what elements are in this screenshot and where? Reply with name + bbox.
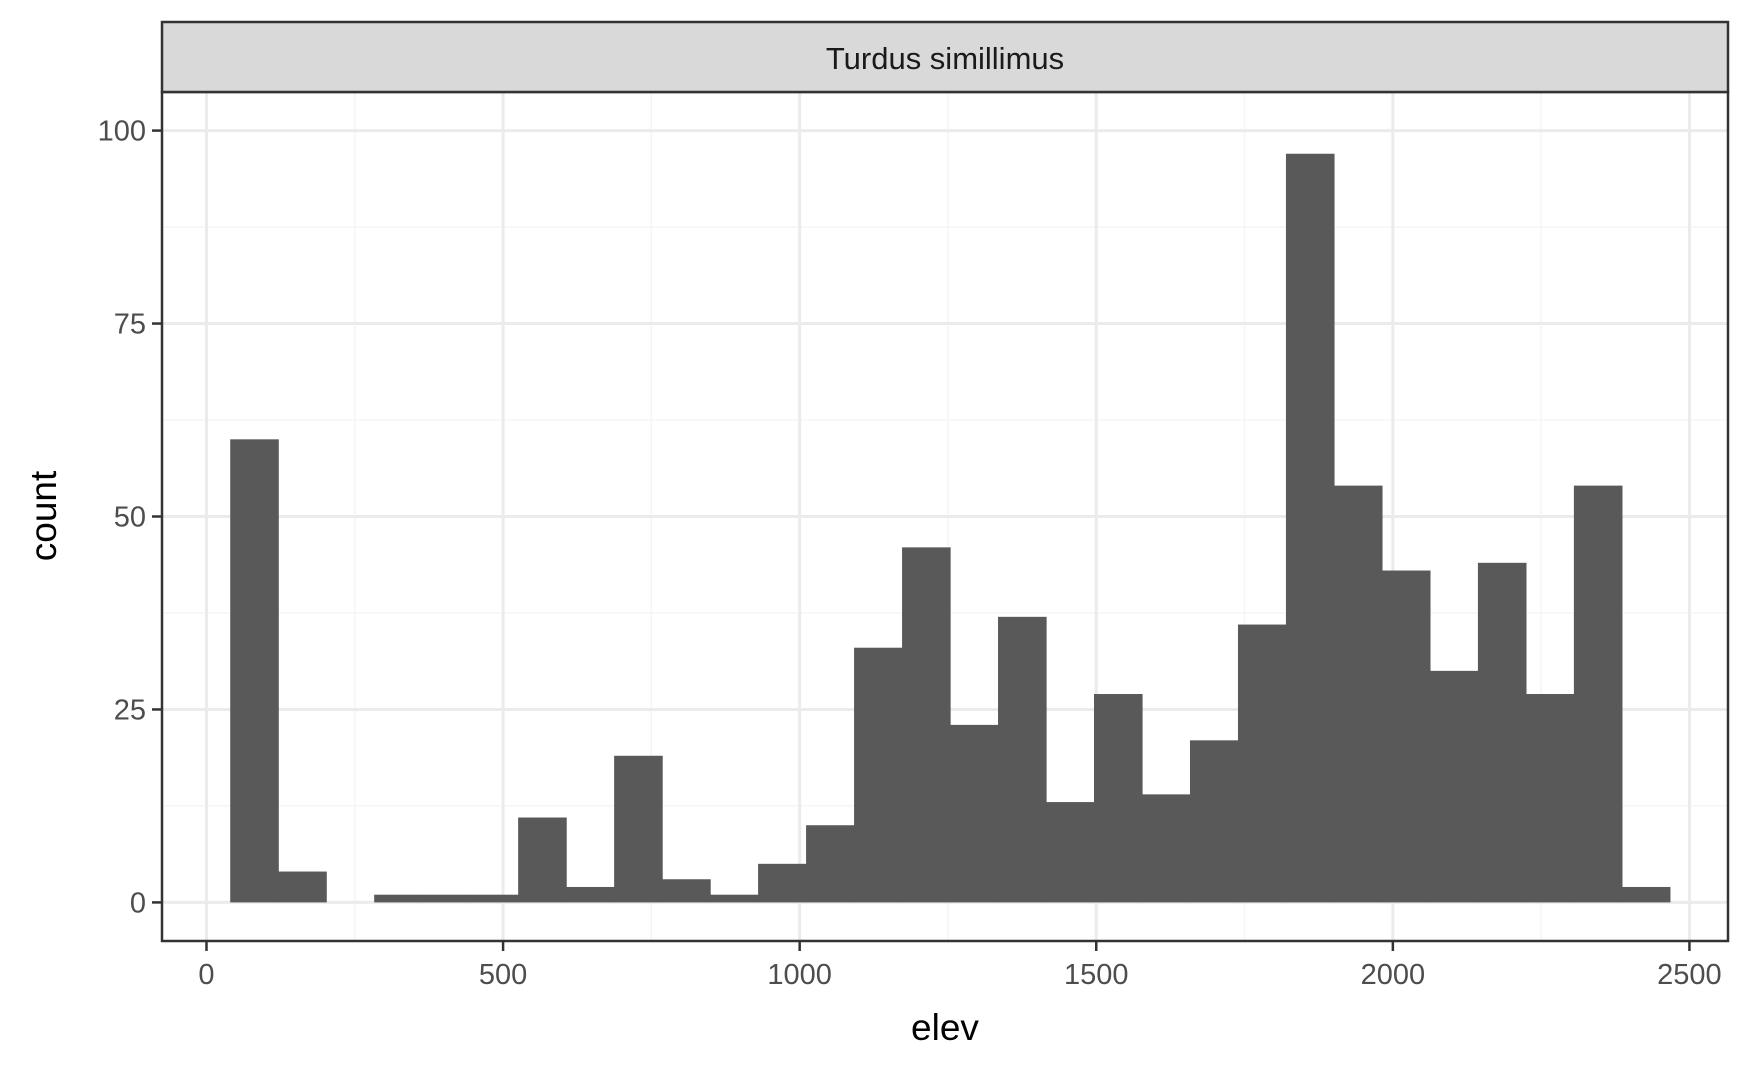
y-tick-label: 25 [114, 694, 146, 726]
histogram-bar [998, 616, 1047, 903]
histogram-bar [614, 755, 663, 903]
facet-strip: Turdus simillimus [160, 20, 1730, 94]
histogram-bar [1621, 886, 1671, 903]
x-tick-label: 1500 [1064, 959, 1129, 991]
histogram-bar [422, 894, 471, 903]
histogram-bar [1189, 740, 1239, 903]
y-tick-label: 0 [130, 887, 146, 919]
histogram-bar [1237, 624, 1287, 903]
histogram-bar [1429, 670, 1479, 903]
x-tick-label: 2000 [1361, 959, 1426, 991]
histogram-bar [374, 894, 423, 903]
histogram-bar [710, 894, 759, 903]
histogram-bar [518, 817, 567, 903]
y-tick-label: 100 [98, 116, 146, 148]
x-tick-label: 500 [479, 959, 527, 991]
histogram-bar [806, 825, 855, 903]
histogram-bar [278, 871, 327, 903]
histogram-bar [950, 724, 999, 903]
y-axis: 0 25 50 75 100 [98, 116, 162, 919]
facet-strip-label: Turdus simillimus [826, 41, 1064, 76]
histogram-bar [1333, 485, 1383, 903]
histogram-bar [1046, 802, 1095, 903]
histogram-bar [902, 547, 951, 903]
histogram-bars [230, 153, 1671, 903]
histogram-bar [1477, 562, 1527, 903]
x-tick-label: 2500 [1657, 959, 1722, 991]
y-axis-title: count [23, 470, 64, 561]
y-tick-label: 75 [114, 309, 146, 341]
histogram-bar [662, 879, 711, 903]
histogram-bar [854, 647, 903, 903]
histogram-bar [758, 863, 807, 903]
histogram-bar [1525, 694, 1575, 903]
histogram-bar [470, 894, 519, 903]
y-tick-label: 50 [114, 502, 146, 534]
histogram-bar [1573, 485, 1623, 903]
x-axis-title: elev [911, 1007, 979, 1048]
histogram-bar [1094, 694, 1143, 903]
x-tick-label: 0 [198, 959, 214, 991]
histogram-bar [566, 886, 615, 903]
histogram-bar [230, 439, 279, 903]
histogram-bar [1381, 570, 1431, 903]
histogram-bar [1141, 794, 1191, 903]
x-tick-label: 1000 [767, 959, 832, 991]
histogram-bar [1285, 153, 1335, 903]
facet-strip-background [160, 20, 1730, 94]
x-axis: 0 500 1000 1500 2000 2500 [198, 941, 1722, 991]
